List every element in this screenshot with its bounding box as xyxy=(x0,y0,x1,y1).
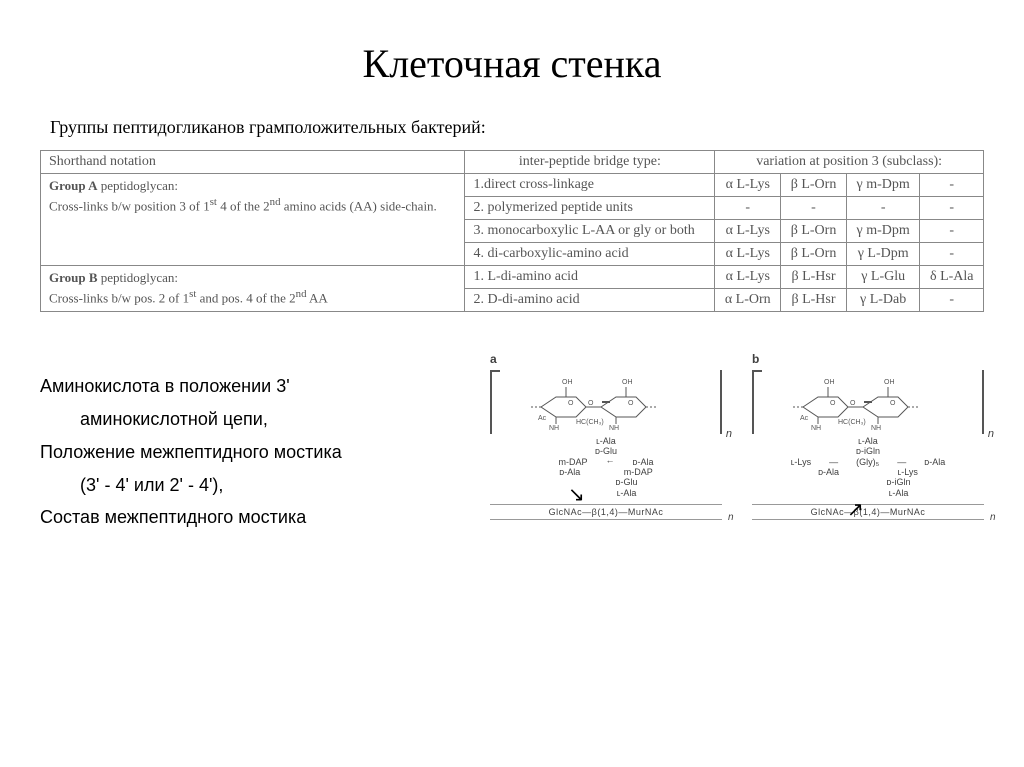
svg-text:O: O xyxy=(830,400,836,407)
peptide-chain-a: ʟ-Ala ᴅ-Glu m-DAP ← ᴅ-Ala ᴅ-Ala m-DAP ᴅ-… xyxy=(490,436,722,498)
svg-text:NH: NH xyxy=(549,425,559,432)
cell: 4. di-carboxylic-amino acid xyxy=(465,243,715,266)
svg-text:HC(CH₃): HC(CH₃) xyxy=(838,419,866,426)
desc-line: Аминокислота в положении 3' xyxy=(40,372,470,401)
figure-b: b OH OH O O O xyxy=(752,352,984,536)
cell: - xyxy=(781,197,847,220)
sugar-structure-a: OHOH OO O NHNH HC(CH₃) Ac n xyxy=(490,370,722,434)
bracket-n: n xyxy=(988,428,994,440)
aa: ᴅ-Glu xyxy=(616,477,638,487)
aa: ʟ-Ala xyxy=(889,488,909,498)
cell: β L-Hsr xyxy=(781,289,847,312)
figure-a: a OH OH O O O xyxy=(490,352,722,536)
desc-line: аминокислотной цепи, xyxy=(40,405,470,434)
cell: γ m-Dpm xyxy=(846,220,920,243)
aa: ʟ-Lys xyxy=(791,457,811,467)
svg-text:O: O xyxy=(628,400,634,407)
svg-text:O: O xyxy=(568,400,574,407)
cell: γ L-Dab xyxy=(846,289,920,312)
svg-text:OH: OH xyxy=(824,379,835,386)
cell: - xyxy=(846,197,920,220)
desc-line: Положение межпептидного мостика xyxy=(40,438,470,467)
aa: ᴅ-iGln xyxy=(887,477,911,487)
svg-text:OH: OH xyxy=(562,379,573,386)
peptidoglycan-table: Shorthand notation inter-peptide bridge … xyxy=(40,150,984,312)
svg-text:O: O xyxy=(588,400,594,407)
subtitle: Группы пептидогликанов грамположительных… xyxy=(40,117,984,138)
cell: β L-Orn xyxy=(781,174,847,197)
cell: γ L-Glu xyxy=(846,266,920,289)
aa: ᴅ-Ala xyxy=(818,467,839,477)
cell: α L-Lys xyxy=(715,220,781,243)
aa: ʟ-Ala xyxy=(617,488,637,498)
aa: ʟ-Ala xyxy=(596,436,616,446)
cell: - xyxy=(715,197,781,220)
bottom-sugar-a: GlcNAc—β(1,4)—MurNAc n xyxy=(490,504,722,520)
aa: ʟ-Ala xyxy=(858,436,878,446)
arrow-icon: ↘ xyxy=(568,482,585,507)
aa: ʟ-Lys xyxy=(898,467,918,477)
svg-text:Ac: Ac xyxy=(538,415,547,422)
svg-text:O: O xyxy=(890,400,896,407)
cell: 1.direct cross-linkage xyxy=(465,174,715,197)
cell: 1. L-di-amino acid xyxy=(465,266,715,289)
cell: β L-Orn xyxy=(781,220,847,243)
svg-text:HC(CH₃): HC(CH₃) xyxy=(576,419,604,426)
bracket-n: n xyxy=(726,428,732,440)
svg-text:NH: NH xyxy=(609,425,619,432)
svg-text:Ac: Ac xyxy=(800,415,809,422)
cell: 3. monocarboxylic L-AA or gly or both xyxy=(465,220,715,243)
svg-text:O: O xyxy=(850,400,856,407)
sugar-structure-b: OHOH OO O NHNH HC(CH₃) Ac n xyxy=(752,370,984,434)
bottom-sugar-b: GlcNAc—β(1,4)—MurNAc n xyxy=(752,504,984,520)
aa: ᴅ-Ala xyxy=(924,457,945,467)
cell: α L-Lys xyxy=(715,243,781,266)
cell: 2. polymerized peptide units xyxy=(465,197,715,220)
sugar-svg-a: OH OH O O O NH NH HC(CH₃) Ac xyxy=(526,372,686,432)
cell: β L-Orn xyxy=(781,243,847,266)
arrow-icon: ↗ xyxy=(847,497,864,522)
cell: δ L-Ala xyxy=(920,266,984,289)
cell: γ L-Dpm xyxy=(846,243,920,266)
sugar-svg-b: OH OH O O O NH NH HC(CH₃) Ac xyxy=(788,372,948,432)
structure-figures: a OH OH O O O xyxy=(490,352,984,536)
table-row: Group A peptidoglycan:Cross-links b/w po… xyxy=(41,174,984,197)
th-notation: Shorthand notation xyxy=(41,151,465,174)
desc-line: (3' - 4' или 2' - 4'), xyxy=(40,471,470,500)
cell: 2. D-di-amino acid xyxy=(465,289,715,312)
peptide-chain-b: ʟ-Ala ᴅ-iGln ʟ-Lys — (Gly)₅ — ᴅ-Ala ᴅ-Al… xyxy=(752,436,984,498)
cell: - xyxy=(920,220,984,243)
th-bridge: inter-peptide bridge type: xyxy=(465,151,715,174)
desc-line: Состав межпептидного мостика xyxy=(40,503,470,532)
bridge: (Gly)₅ xyxy=(856,457,879,467)
aa: m-DAP xyxy=(559,457,588,467)
group-a-label: Group A peptidoglycan:Cross-links b/w po… xyxy=(41,174,465,266)
th-variation: variation at position 3 (subclass): xyxy=(715,151,984,174)
svg-text:NH: NH xyxy=(811,425,821,432)
aa: m-DAP xyxy=(624,467,653,477)
description-block: Аминокислота в положении 3' аминокислотн… xyxy=(40,352,470,536)
svg-text:OH: OH xyxy=(884,379,895,386)
fig-b-label: b xyxy=(752,352,984,366)
cell: α L-Lys xyxy=(715,266,781,289)
aa: ᴅ-iGln xyxy=(856,446,880,456)
cell: - xyxy=(920,289,984,312)
page-title: Клеточная стенка xyxy=(40,40,984,87)
fig-a-label: a xyxy=(490,352,722,366)
cell: - xyxy=(920,174,984,197)
svg-text:NH: NH xyxy=(871,425,881,432)
aa: ᴅ-Ala xyxy=(633,457,654,467)
aa: ᴅ-Ala xyxy=(559,467,580,477)
svg-text:OH: OH xyxy=(622,379,633,386)
cell: - xyxy=(920,197,984,220)
table-row: Group B peptidoglycan:Cross-links b/w po… xyxy=(41,266,984,289)
cell: - xyxy=(920,243,984,266)
group-b-label: Group B peptidoglycan:Cross-links b/w po… xyxy=(41,266,465,312)
cell: β L-Hsr xyxy=(781,266,847,289)
cell: α L-Orn xyxy=(715,289,781,312)
cell: γ m-Dpm xyxy=(846,174,920,197)
cell: α L-Lys xyxy=(715,174,781,197)
